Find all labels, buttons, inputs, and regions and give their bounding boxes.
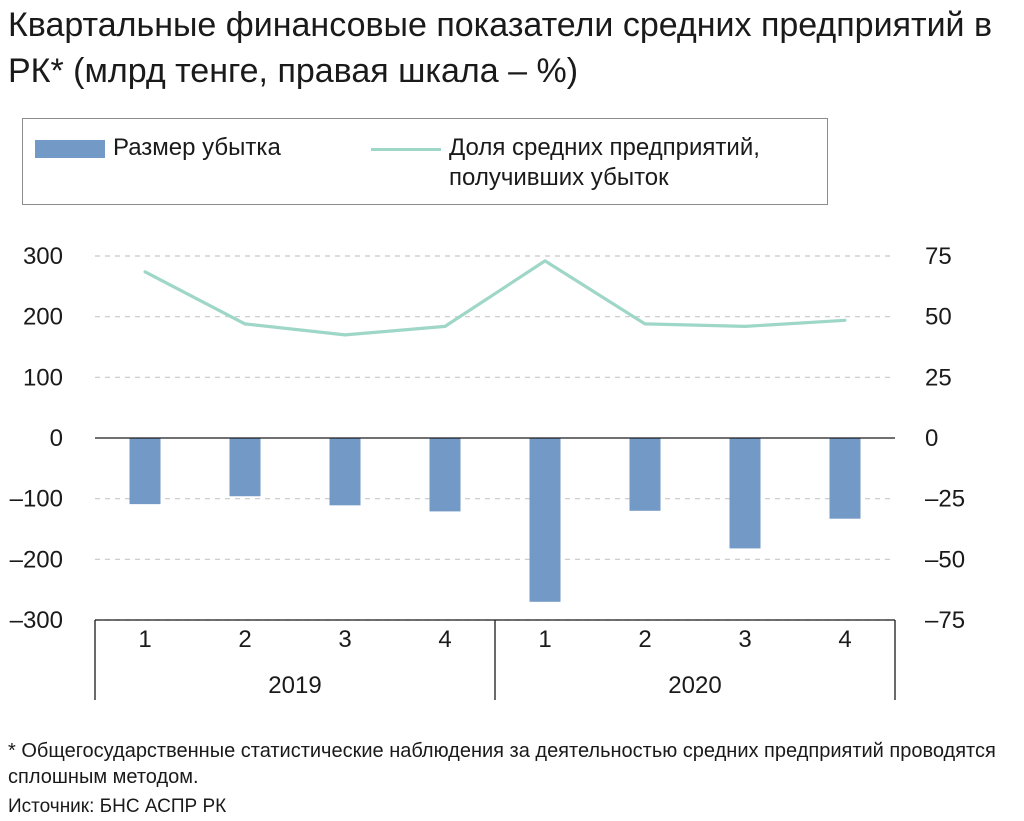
- bar: [129, 438, 161, 505]
- legend-item-line: Доля средних предприятий, получивших убы…: [371, 133, 760, 193]
- bar: [229, 438, 261, 497]
- bar: [729, 438, 761, 549]
- chart-plot: 300 200 100 0 –100 –200 –300 75 50 25 0 –25 –50 –75 1 2…: [10, 243, 965, 700]
- bar: [829, 438, 861, 519]
- legend-bar-label: Размер убытка: [113, 134, 281, 161]
- x-tick-label: 2: [238, 626, 251, 653]
- y-right-tick-label: 50: [925, 304, 952, 331]
- line-point: [643, 322, 647, 326]
- line-point: [843, 318, 847, 322]
- chart-title: Квартальные финансовые показатели средни…: [8, 6, 993, 90]
- x-tick-label: 3: [338, 626, 351, 653]
- y-left-tick-label: 0: [50, 425, 63, 452]
- x-tick-label: 3: [738, 626, 751, 653]
- legend-bar-swatch: [35, 140, 105, 158]
- y-left-tick-label: –100: [10, 486, 63, 513]
- line-point: [343, 333, 347, 337]
- x-tick-label: 1: [538, 626, 551, 653]
- line-series: [144, 259, 846, 337]
- y-right-tick-label: 75: [925, 243, 952, 270]
- line-point: [243, 322, 247, 326]
- y-left-tick-label: 200: [23, 304, 63, 331]
- bar: [329, 438, 361, 506]
- x-tick-label: 4: [438, 626, 451, 653]
- source-note: Источник: БНС АСПР РК: [8, 796, 227, 817]
- group-label: 2020: [668, 672, 721, 699]
- y-right-tick-label: 0: [925, 425, 938, 452]
- line-point: [443, 324, 447, 328]
- line-point: [743, 324, 747, 328]
- y-left-tick-label: 300: [23, 243, 63, 270]
- bar: [529, 438, 561, 602]
- legend-line-label: Доля средних предприятий, получивших убы…: [449, 134, 760, 191]
- y-left-tick-label: –300: [10, 607, 63, 634]
- y-right-tick-label: 25: [925, 364, 952, 391]
- footnote: * Общегосударственные статистические наб…: [8, 740, 996, 788]
- y-right-tick-label: –25: [925, 486, 965, 513]
- x-tick-label: 1: [138, 626, 151, 653]
- y-right-tick-label: –75: [925, 607, 965, 634]
- legend-line-swatch: [371, 148, 441, 151]
- y-left-tick-label: 100: [23, 364, 63, 391]
- y-right-tick-label: –50: [925, 546, 965, 573]
- x-tick-label: 4: [838, 626, 851, 653]
- line-point: [543, 259, 547, 263]
- x-tick-label: 2: [638, 626, 651, 653]
- bar: [629, 438, 661, 511]
- line-point: [143, 270, 147, 274]
- legend-item-bars: Размер убытка: [35, 133, 281, 163]
- legend: Размер убытка Доля средних предприятий, …: [22, 118, 828, 205]
- group-label: 2019: [268, 672, 321, 699]
- bar: [429, 438, 461, 512]
- y-left-tick-label: –200: [10, 546, 63, 573]
